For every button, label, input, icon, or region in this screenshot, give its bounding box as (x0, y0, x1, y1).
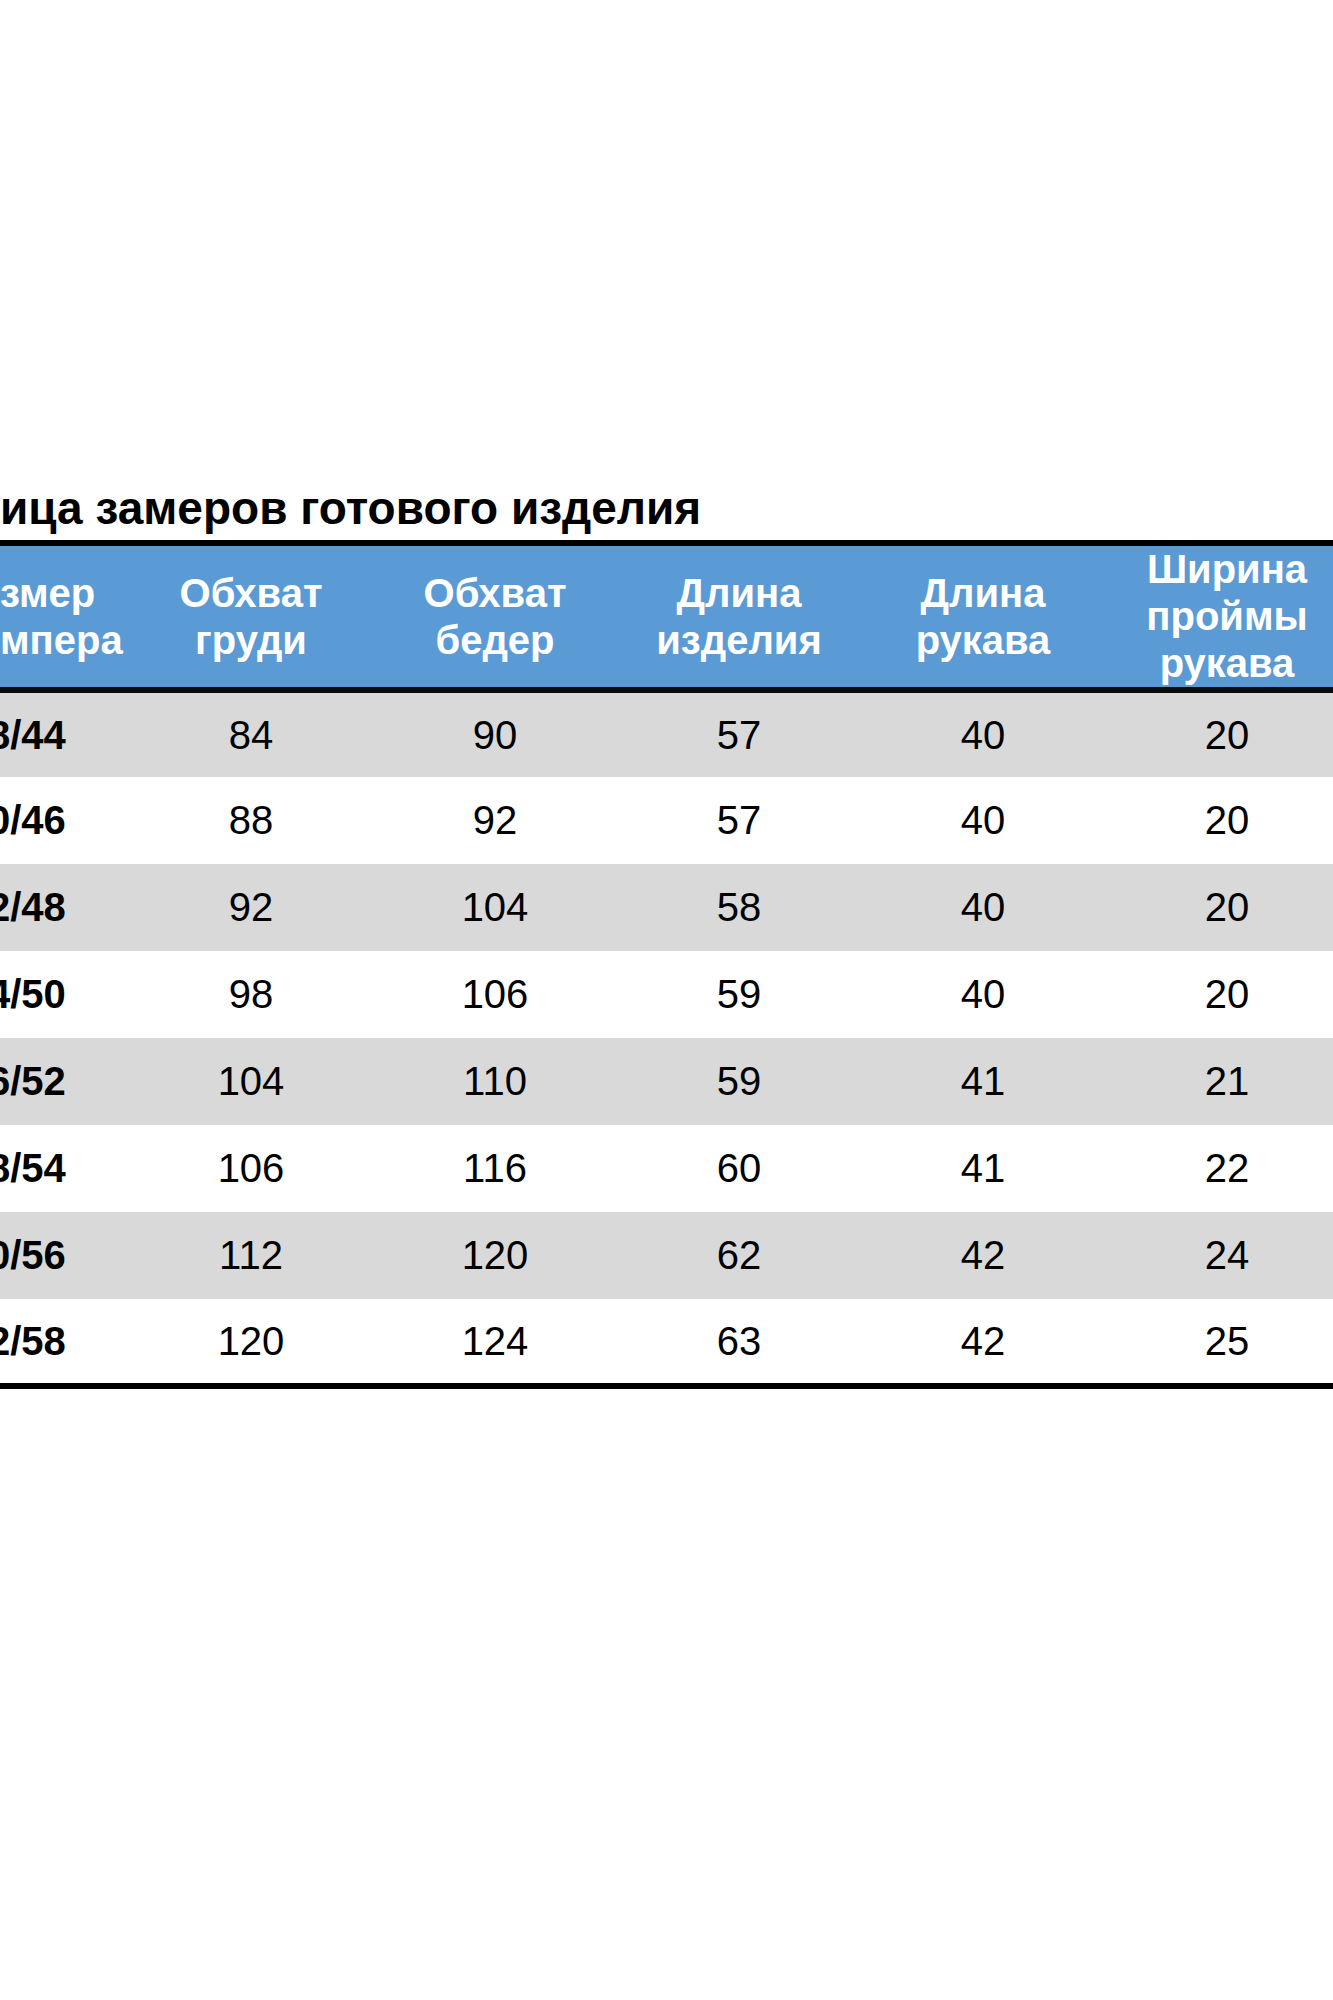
cell-length: 59 (617, 951, 861, 1038)
cell-size: 8/44 (0, 690, 129, 777)
header-line: рукава (1105, 640, 1333, 687)
cell-sleeve: 40 (861, 777, 1105, 864)
table-header: змер мпера Обхват груди Обхват бедер Дли… (0, 543, 1333, 690)
cell-chest: 92 (129, 864, 373, 951)
table-row: 2/48 92 104 58 40 20 (0, 864, 1333, 951)
table-body: 8/44 84 90 57 40 20 0/46 88 92 57 40 20 … (0, 690, 1333, 1386)
header-line: проймы (1105, 593, 1333, 640)
cell-armhole: 20 (1105, 864, 1333, 951)
cell-hips: 116 (373, 1125, 617, 1212)
cell-sleeve: 41 (861, 1038, 1105, 1125)
cell-chest: 98 (129, 951, 373, 1038)
cell-armhole: 21 (1105, 1038, 1333, 1125)
cell-length: 58 (617, 864, 861, 951)
header-line: змер (0, 570, 129, 617)
cell-length: 59 (617, 1038, 861, 1125)
measurements-table: змер мпера Обхват груди Обхват бедер Дли… (0, 540, 1333, 1389)
cell-hips: 110 (373, 1038, 617, 1125)
cell-sleeve: 40 (861, 951, 1105, 1038)
cell-size: 2/58 (0, 1299, 129, 1386)
header-line: Длина (617, 570, 861, 617)
cell-sleeve: 40 (861, 690, 1105, 777)
table-row: 2/58 120 124 63 42 25 (0, 1299, 1333, 1386)
cell-armhole: 20 (1105, 951, 1333, 1038)
cell-hips: 124 (373, 1299, 617, 1386)
cell-size: 2/48 (0, 864, 129, 951)
cell-chest: 88 (129, 777, 373, 864)
cell-hips: 106 (373, 951, 617, 1038)
cell-hips: 120 (373, 1212, 617, 1299)
cell-armhole: 22 (1105, 1125, 1333, 1212)
page: ица замеров готового изделия змер мпера … (0, 0, 1333, 2000)
table-row: 4/50 98 106 59 40 20 (0, 951, 1333, 1038)
cell-size: 8/54 (0, 1125, 129, 1212)
table-row: 8/54 106 116 60 41 22 (0, 1125, 1333, 1212)
header-line: мпера (0, 617, 129, 664)
cell-hips: 104 (373, 864, 617, 951)
cell-sleeve: 41 (861, 1125, 1105, 1212)
header-line: рукава (861, 617, 1105, 664)
cell-armhole: 20 (1105, 690, 1333, 777)
cell-chest: 104 (129, 1038, 373, 1125)
header-line: Ширина (1105, 546, 1333, 593)
cell-size: 4/50 (0, 951, 129, 1038)
header-line: бедер (373, 617, 617, 664)
cell-chest: 106 (129, 1125, 373, 1212)
header-line: Длина (861, 570, 1105, 617)
column-header-chest: Обхват груди (129, 543, 373, 690)
cell-sleeve: 42 (861, 1212, 1105, 1299)
table-row: 6/52 104 110 59 41 21 (0, 1038, 1333, 1125)
cell-armhole: 24 (1105, 1212, 1333, 1299)
header-line: Обхват (373, 570, 617, 617)
column-header-armhole-width: Ширина проймы рукава (1105, 543, 1333, 690)
column-header-hips: Обхват бедер (373, 543, 617, 690)
column-header-sleeve: Длина рукава (861, 543, 1105, 690)
cell-sleeve: 42 (861, 1299, 1105, 1386)
cell-armhole: 25 (1105, 1299, 1333, 1386)
header-row: змер мпера Обхват груди Обхват бедер Дли… (0, 543, 1333, 690)
cell-chest: 120 (129, 1299, 373, 1386)
cell-chest: 84 (129, 690, 373, 777)
header-line: груди (129, 617, 373, 664)
column-header-size: змер мпера (0, 543, 129, 690)
cell-length: 63 (617, 1299, 861, 1386)
table-row: 0/56 112 120 62 42 24 (0, 1212, 1333, 1299)
cell-length: 62 (617, 1212, 861, 1299)
cell-size: 6/52 (0, 1038, 129, 1125)
cell-length: 57 (617, 777, 861, 864)
table-row: 8/44 84 90 57 40 20 (0, 690, 1333, 777)
cell-size: 0/46 (0, 777, 129, 864)
cell-armhole: 20 (1105, 777, 1333, 864)
cell-hips: 90 (373, 690, 617, 777)
page-title: ица замеров готового изделия (0, 482, 701, 534)
column-header-length: Длина изделия (617, 543, 861, 690)
cell-hips: 92 (373, 777, 617, 864)
cell-sleeve: 40 (861, 864, 1105, 951)
table-row: 0/46 88 92 57 40 20 (0, 777, 1333, 864)
cell-chest: 112 (129, 1212, 373, 1299)
cell-size: 0/56 (0, 1212, 129, 1299)
header-line: Обхват (129, 570, 373, 617)
cell-length: 60 (617, 1125, 861, 1212)
header-line: изделия (617, 617, 861, 664)
cell-length: 57 (617, 690, 861, 777)
